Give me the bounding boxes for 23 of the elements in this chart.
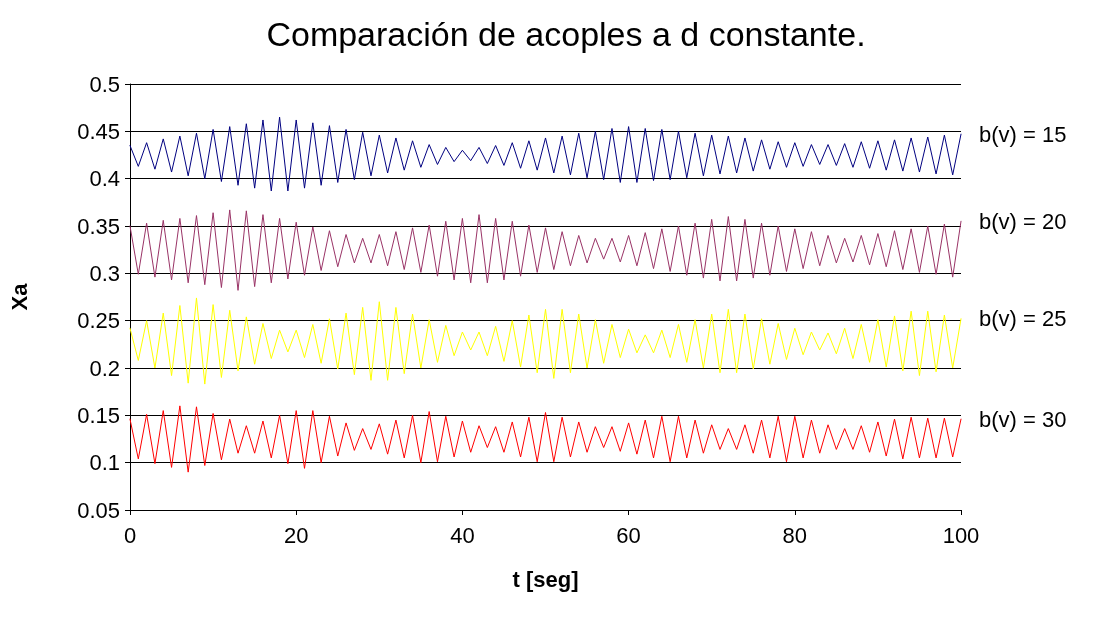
y-tick-label: 0.5 bbox=[89, 71, 120, 97]
series-label: b(v) = 30 bbox=[979, 406, 1067, 432]
y-tick-label: 0.4 bbox=[89, 166, 120, 192]
y-tick-label: 0.1 bbox=[89, 450, 120, 476]
x-tick-label: 40 bbox=[450, 522, 475, 548]
series-label: b(v) = 25 bbox=[979, 306, 1067, 332]
y-tick-label: 0.25 bbox=[77, 308, 120, 334]
x-tick-label: 60 bbox=[616, 522, 641, 548]
y-axis-title: Xa bbox=[6, 282, 32, 311]
chart-title: Comparación de acoples a d constante. bbox=[266, 15, 866, 53]
y-tick-label: 0.15 bbox=[77, 402, 120, 428]
x-tick-label: 80 bbox=[782, 522, 808, 548]
y-tick-label: 0.3 bbox=[89, 260, 120, 286]
x-tick-label: 100 bbox=[942, 522, 980, 548]
x-axis-title: t [seg] bbox=[512, 566, 579, 592]
y-tick-label: 0.45 bbox=[77, 118, 120, 144]
series-label: b(v) = 15 bbox=[979, 121, 1067, 147]
series-label: b(v) = 20 bbox=[979, 208, 1067, 234]
y-tick-label: 0.05 bbox=[77, 497, 120, 523]
x-tick-label: 0 bbox=[123, 522, 137, 548]
y-tick-label: 0.35 bbox=[77, 213, 120, 239]
y-tick-label: 0.2 bbox=[89, 355, 120, 381]
x-tick-label: 20 bbox=[283, 522, 309, 548]
